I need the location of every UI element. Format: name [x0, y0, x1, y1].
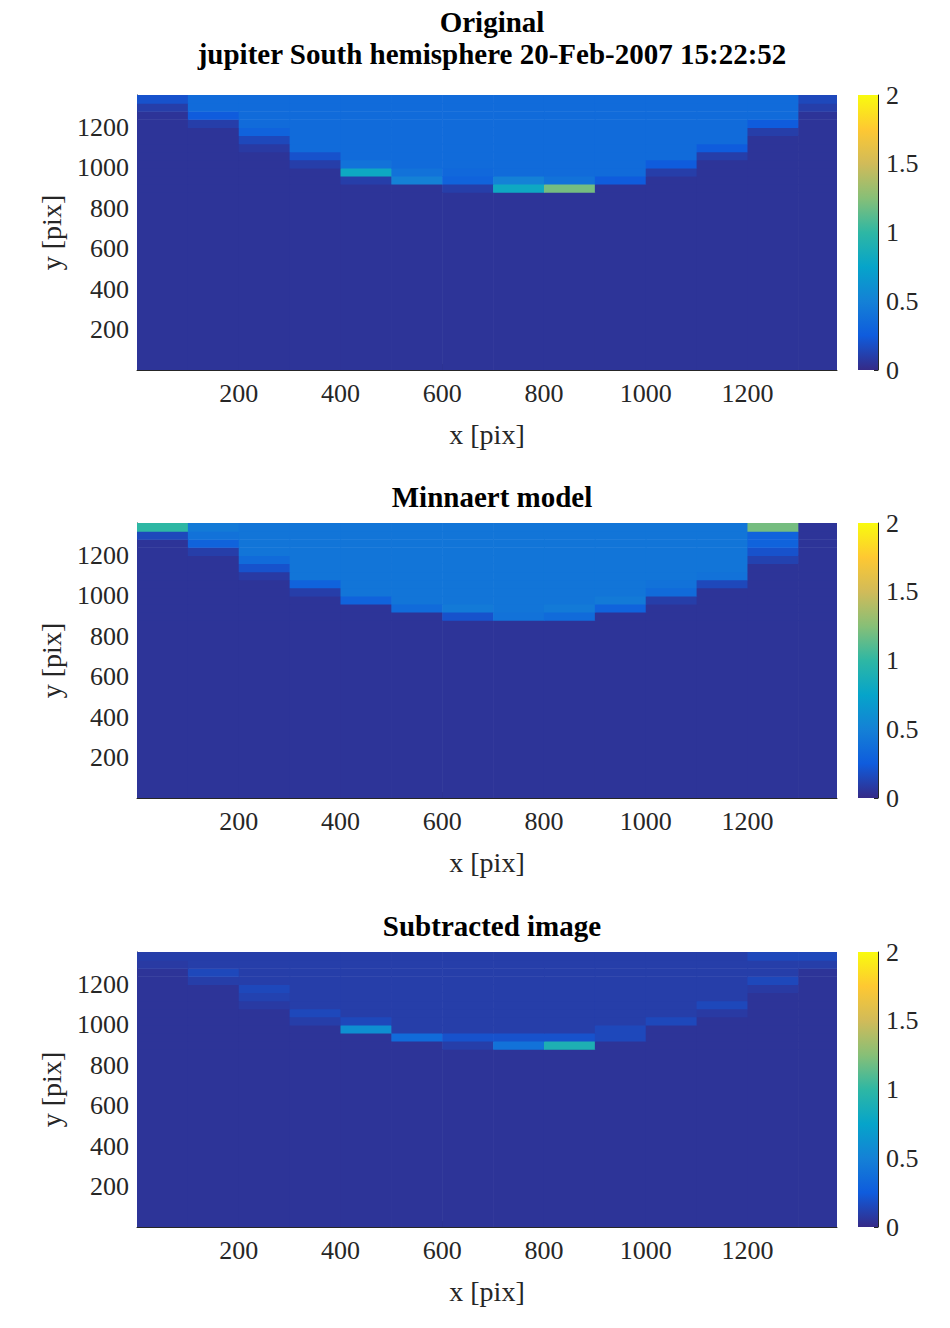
svg-text:1: 1 — [886, 1075, 899, 1104]
svg-text:800: 800 — [90, 1051, 129, 1080]
svg-text:0: 0 — [886, 784, 899, 813]
svg-text:800: 800 — [524, 1236, 563, 1265]
svg-text:200: 200 — [219, 1236, 258, 1265]
svg-text:Subtracted image: Subtracted image — [383, 910, 601, 942]
svg-text:Original: Original — [440, 6, 545, 38]
svg-text:200: 200 — [90, 1172, 129, 1201]
svg-text:200: 200 — [219, 379, 258, 408]
svg-text:200: 200 — [90, 315, 129, 344]
svg-text:0: 0 — [886, 356, 899, 385]
svg-text:1: 1 — [886, 646, 899, 675]
svg-text:600: 600 — [423, 379, 462, 408]
svg-text:0.5: 0.5 — [886, 715, 919, 744]
svg-text:400: 400 — [321, 807, 360, 836]
svg-text:x [pix]: x [pix] — [449, 1276, 524, 1307]
svg-text:1000: 1000 — [620, 379, 672, 408]
svg-text:800: 800 — [90, 622, 129, 651]
svg-text:400: 400 — [321, 1236, 360, 1265]
svg-text:1000: 1000 — [77, 1010, 129, 1039]
svg-text:1: 1 — [886, 218, 899, 247]
svg-text:x [pix]: x [pix] — [449, 419, 524, 450]
svg-text:2: 2 — [886, 938, 899, 967]
svg-text:1200: 1200 — [77, 970, 129, 999]
svg-text:600: 600 — [90, 234, 129, 263]
svg-text:1200: 1200 — [721, 807, 773, 836]
svg-text:y [pix]: y [pix] — [36, 195, 67, 270]
svg-text:1200: 1200 — [77, 113, 129, 142]
svg-text:800: 800 — [90, 194, 129, 223]
svg-text:600: 600 — [90, 662, 129, 691]
svg-text:1000: 1000 — [620, 807, 672, 836]
svg-text:0.5: 0.5 — [886, 287, 919, 316]
svg-text:200: 200 — [219, 807, 258, 836]
svg-text:2: 2 — [886, 81, 899, 110]
svg-text:y [pix]: y [pix] — [36, 1052, 67, 1127]
svg-text:x [pix]: x [pix] — [449, 847, 524, 878]
svg-text:1000: 1000 — [77, 581, 129, 610]
svg-text:2: 2 — [886, 509, 899, 538]
svg-text:y [pix]: y [pix] — [36, 623, 67, 698]
svg-text:0: 0 — [886, 1213, 899, 1242]
svg-text:600: 600 — [423, 807, 462, 836]
svg-text:1.5: 1.5 — [886, 149, 919, 178]
svg-text:1200: 1200 — [721, 1236, 773, 1265]
svg-text:1.5: 1.5 — [886, 577, 919, 606]
svg-text:1.5: 1.5 — [886, 1006, 919, 1035]
svg-text:600: 600 — [90, 1091, 129, 1120]
svg-text:400: 400 — [321, 379, 360, 408]
svg-text:400: 400 — [90, 1132, 129, 1161]
svg-text:1000: 1000 — [620, 1236, 672, 1265]
svg-text:400: 400 — [90, 703, 129, 732]
svg-text:1200: 1200 — [721, 379, 773, 408]
svg-text:800: 800 — [524, 379, 563, 408]
svg-text:0.5: 0.5 — [886, 1144, 919, 1173]
svg-text:1200: 1200 — [77, 541, 129, 570]
svg-text:400: 400 — [90, 275, 129, 304]
svg-text:Minnaert model: Minnaert model — [392, 481, 593, 513]
svg-text:600: 600 — [423, 1236, 462, 1265]
svg-text:1000: 1000 — [77, 153, 129, 182]
svg-text:200: 200 — [90, 743, 129, 772]
svg-text:800: 800 — [524, 807, 563, 836]
svg-text:jupiter South hemisphere 20-Fe: jupiter South hemisphere 20-Feb-2007 15:… — [197, 38, 787, 70]
